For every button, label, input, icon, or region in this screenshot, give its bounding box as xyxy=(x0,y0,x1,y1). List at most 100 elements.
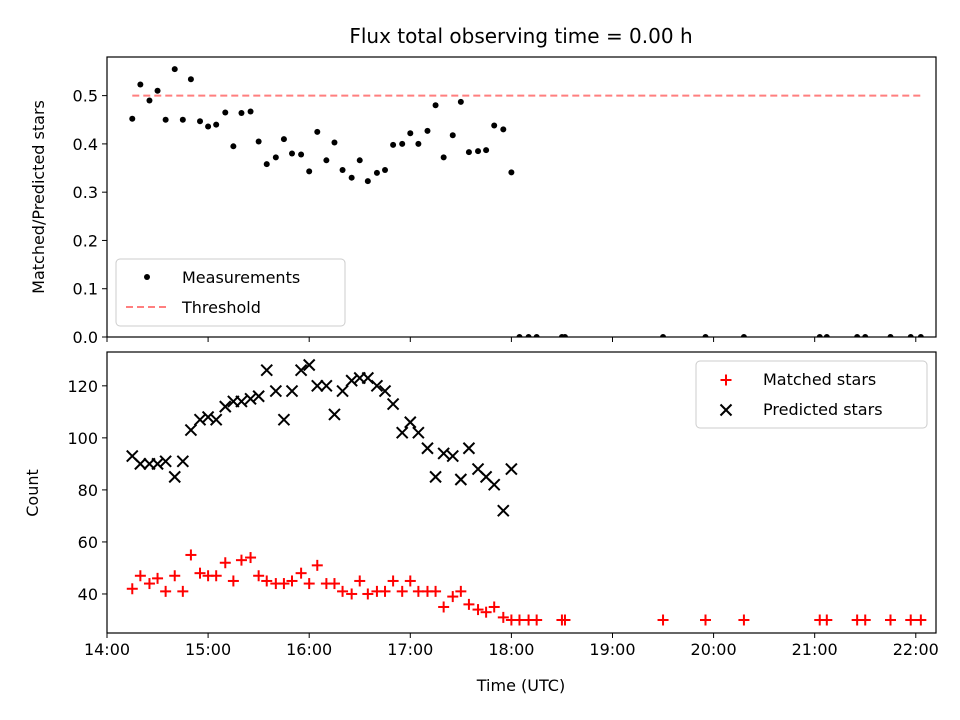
predicted-star-marker xyxy=(370,379,384,393)
measurement-point xyxy=(230,143,237,150)
matched-star-marker xyxy=(303,578,315,590)
predicted-star-marker xyxy=(336,384,349,398)
matched-star-marker xyxy=(210,570,222,582)
measurement-point xyxy=(500,126,507,133)
matched-star-marker xyxy=(354,575,366,587)
predicted-star-marker xyxy=(252,390,265,403)
measurement-point xyxy=(483,147,490,154)
matched-star-marker xyxy=(859,614,871,626)
legend-threshold-label: Threshold xyxy=(181,298,261,317)
top-panel: 0.0 0.1 0.2 0.3 0.4 0.5 Measurements Threshold xyxy=(73,56,937,347)
matched-star-marker xyxy=(235,554,247,566)
predicted-star-marker xyxy=(168,470,181,484)
predicted-star-marker xyxy=(151,457,164,471)
measurement-point xyxy=(475,148,482,155)
predicted-star-marker xyxy=(302,358,316,372)
matched-star-marker xyxy=(245,552,257,564)
measurement-point xyxy=(449,132,456,139)
matched-star-marker xyxy=(905,614,917,626)
marker-stroke xyxy=(471,462,485,476)
legend-predicted-label: Predicted stars xyxy=(763,400,883,419)
marker-stroke xyxy=(505,462,518,476)
matched-star-marker xyxy=(278,578,290,590)
measurement-point xyxy=(465,149,472,156)
marker-stroke xyxy=(311,379,324,393)
measurement-point xyxy=(424,127,431,134)
marks-layer xyxy=(129,66,924,337)
matched-star-marker xyxy=(328,578,340,590)
measurement-point xyxy=(263,161,270,168)
marker-stroke xyxy=(294,364,308,377)
x-tick-label: 15:00 xyxy=(185,640,231,659)
legend-measurements-label: Measurements xyxy=(182,268,300,287)
predicted-star-marker xyxy=(437,447,450,460)
predicted-star-marker xyxy=(446,449,459,463)
matched-star-marker xyxy=(488,601,500,613)
predicted-star-marker xyxy=(429,470,442,484)
predicted-star-marker xyxy=(328,408,341,421)
matched-star-marker xyxy=(227,575,239,587)
matched-star-marker xyxy=(311,559,323,571)
y-tick-label: 0.3 xyxy=(73,183,98,202)
measurement-point xyxy=(146,97,153,104)
matched-star-marker xyxy=(177,585,189,597)
measurement-point xyxy=(399,140,406,147)
predicted-star-marker xyxy=(201,410,215,424)
x-tick-label: 18:00 xyxy=(488,640,534,659)
marker-stroke xyxy=(302,358,316,372)
matched-star-marker xyxy=(404,575,416,587)
marker-stroke xyxy=(328,408,341,421)
marker-stroke xyxy=(235,395,248,408)
bottom-panel: 40 60 80 100 120 14:00 15:00 16:00 17:00 18:00 19:… xyxy=(67,351,939,659)
measurement-point xyxy=(205,123,212,130)
marker-stroke xyxy=(168,470,181,484)
measurement-point xyxy=(129,115,136,122)
matched-star-marker xyxy=(472,604,484,616)
measurement-point xyxy=(323,157,330,164)
measurement-point xyxy=(862,334,869,337)
measurement-point xyxy=(390,141,397,148)
measurement-point xyxy=(162,116,169,123)
matched-star-marker xyxy=(497,611,509,623)
matched-star-marker xyxy=(346,588,358,600)
marker-stroke xyxy=(260,364,273,377)
predicted-star-marker xyxy=(487,478,501,491)
measurement-point xyxy=(272,154,279,161)
measurement-point xyxy=(306,168,313,175)
measurement-point xyxy=(917,334,924,337)
measurement-point xyxy=(222,109,229,116)
legend-measurement-marker xyxy=(144,274,150,280)
measurement-point xyxy=(432,102,439,109)
measurement-point xyxy=(247,108,254,115)
matched-star-marker xyxy=(379,585,391,597)
marker-stroke xyxy=(151,457,164,471)
marker-stroke xyxy=(184,423,198,437)
measurement-point xyxy=(823,334,830,337)
matched-star-marker xyxy=(387,575,399,587)
measurement-point xyxy=(179,116,186,123)
marker-stroke xyxy=(219,400,232,413)
x-tick-label: 17:00 xyxy=(387,640,433,659)
predicted-star-marker xyxy=(294,364,308,377)
matched-star-marker xyxy=(738,614,750,626)
marker-stroke xyxy=(134,457,147,471)
predicted-star-marker xyxy=(134,457,147,471)
measurement-point xyxy=(238,110,245,116)
matched-star-marker xyxy=(143,578,155,590)
marker-stroke xyxy=(209,413,223,426)
marker-stroke xyxy=(395,426,409,439)
measurement-point xyxy=(213,121,220,128)
measurement-point xyxy=(660,334,667,337)
measurement-point xyxy=(339,166,346,173)
plot-frame xyxy=(106,56,937,338)
marker-stroke xyxy=(454,473,468,486)
marker-stroke xyxy=(201,410,215,424)
marker-stroke xyxy=(269,384,283,398)
marker-stroke xyxy=(497,504,510,517)
measurement-point xyxy=(331,139,338,146)
predicted-star-marker xyxy=(269,384,283,398)
measurement-point xyxy=(702,334,709,337)
marker-stroke xyxy=(176,455,190,468)
marker-stroke xyxy=(437,447,450,460)
